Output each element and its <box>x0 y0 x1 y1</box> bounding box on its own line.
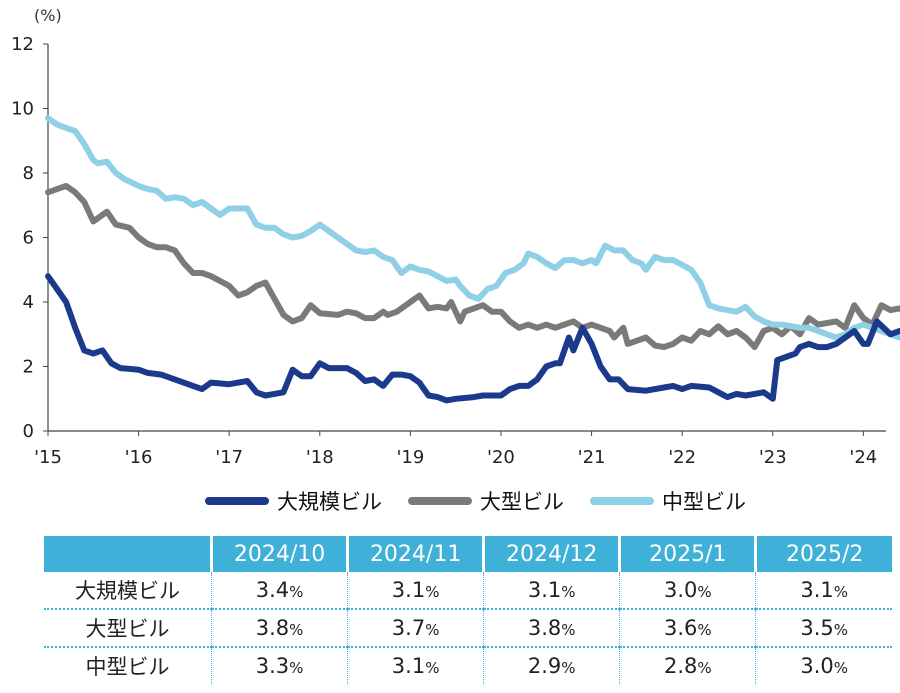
cell-value: 3.8 <box>255 616 290 640</box>
cell-value: 3.1 <box>391 654 426 678</box>
cell-value: 3.3 <box>255 654 290 678</box>
cell-value: 3.0 <box>800 654 834 678</box>
legend-label-medium: 中型ビル <box>662 490 746 514</box>
legend-label-large-scale: 大規模ビル <box>277 490 382 514</box>
table-header-cell: 2024/10 <box>209 536 348 572</box>
legend-label-large: 大型ビル <box>480 490 564 514</box>
series-line-0 <box>45 273 900 404</box>
chart-series <box>45 115 900 404</box>
table-header-cell: 2024/11 <box>346 536 484 572</box>
y-tick-label: 12 <box>11 34 34 55</box>
cell-value: 3.4 <box>255 578 290 602</box>
cell-value: 2.8 <box>663 654 698 678</box>
cell-unit: % <box>561 583 576 601</box>
table-row-label: 大規模ビル <box>75 579 180 603</box>
cell-unit: % <box>561 621 576 639</box>
y-tick-label: 2 <box>23 357 34 378</box>
y-tick-label: 0 <box>23 421 34 442</box>
cell-unit: % <box>833 583 849 601</box>
cell-value: 3.8 <box>527 616 562 640</box>
cell-unit: % <box>697 583 712 601</box>
x-tick-label: '20 <box>487 447 515 468</box>
cell-value: 3.7 <box>391 616 426 640</box>
table-cell: 3.1% <box>483 572 620 609</box>
line-chart: (%) 0 2 4 6 8 10 12 '15 '16 '17 '18 '19 '20 '21 '22 '23… <box>11 6 900 468</box>
x-tick-label: '16 <box>125 447 153 468</box>
cell-unit: % <box>289 659 304 677</box>
cell-unit: % <box>561 659 576 677</box>
cell-value: 3.1 <box>527 578 562 602</box>
table-row: 大型ビル 3.8% 3.7% 3.8% 3.6% 3.5% <box>44 608 892 647</box>
table-cell: 3.5% <box>755 608 892 647</box>
x-tick-label: '18 <box>306 447 334 468</box>
y-tick-label: 4 <box>23 292 34 313</box>
cell-value: 2.9 <box>527 654 562 678</box>
legend-item-medium: 中型ビル <box>590 486 746 516</box>
vacancy-rate-table: 2024/10 2024/11 2024/12 2025/1 2025/2 大規… <box>44 536 892 684</box>
table-cell: 3.8% <box>210 608 348 647</box>
series-line-2 <box>45 115 900 341</box>
y-tick-label: 8 <box>23 163 34 184</box>
x-tick-label: '23 <box>759 447 787 468</box>
series-line-1 <box>45 182 900 351</box>
cell-unit: % <box>697 621 712 639</box>
cell-value: 3.5 <box>800 616 834 640</box>
table-cell: 3.1% <box>347 646 484 684</box>
legend-swatch-large-scale <box>205 497 269 505</box>
cell-unit: % <box>289 621 304 639</box>
table-header-cell: 2025/2 <box>754 536 892 572</box>
table-cell: 3.7% <box>347 608 484 647</box>
x-tick-label: '21 <box>578 447 606 468</box>
table-cell: 3.0% <box>619 572 756 609</box>
cell-unit: % <box>425 659 440 677</box>
table-header-row: 2024/10 2024/11 2024/12 2025/1 2025/2 <box>44 536 892 572</box>
y-unit-label: (%) <box>34 6 62 25</box>
table-cell: 3.6% <box>619 608 756 647</box>
legend-item-large-scale: 大規模ビル <box>205 486 382 516</box>
table-corner-cell <box>44 536 212 572</box>
table-cell: 3.1% <box>347 572 484 609</box>
x-tick-label: '24 <box>849 447 877 468</box>
table-cell: 3.0% <box>755 646 892 684</box>
cell-value: 3.0 <box>663 578 698 602</box>
table-row-label: 大型ビル <box>44 608 212 647</box>
table-header-cell: 2024/12 <box>482 536 620 572</box>
table-header-cell: 2025/1 <box>618 536 756 572</box>
table-cell: 3.3% <box>210 646 348 684</box>
x-tick-label: '17 <box>215 447 243 468</box>
legend-swatch-large <box>408 497 472 505</box>
table-cell: 2.9% <box>483 646 620 684</box>
legend-item-large: 大型ビル <box>408 486 564 516</box>
table-row: 大規模ビル 3.4% 3.1% 3.1% 3.0% 3.1% <box>44 572 892 609</box>
cell-value: 3.1 <box>391 578 426 602</box>
table-cell: 3.4% <box>210 572 348 609</box>
table-cell: 2.8% <box>619 646 756 684</box>
cell-value: 3.1 <box>800 578 834 602</box>
cell-value: 3.6 <box>663 616 698 640</box>
legend-swatch-medium <box>590 497 654 505</box>
cell-unit: % <box>833 621 849 639</box>
cell-unit: % <box>289 583 304 601</box>
table-cell: 3.8% <box>483 608 620 647</box>
y-tick-label: 10 <box>11 99 34 120</box>
table-row: 中型ビル 3.3% 3.1% 2.9% 2.8% 3.0% <box>44 646 892 684</box>
x-tick-label: '19 <box>396 447 424 468</box>
chart-legend: 大規模ビル 大型ビル 中型ビル <box>205 486 746 516</box>
cell-unit: % <box>425 583 440 601</box>
cell-unit: % <box>833 659 849 677</box>
table-cell: 3.1% <box>755 572 892 609</box>
x-tick-label: '15 <box>34 447 62 468</box>
y-tick-label: 6 <box>23 228 34 249</box>
table-row-label: 中型ビル <box>44 646 212 684</box>
chart-axes: 0 2 4 6 8 10 12 '15 '16 '17 '18 '19 '20 '21 '22 '23 '24 <box>11 34 886 468</box>
cell-unit: % <box>425 621 440 639</box>
x-tick-label: '22 <box>668 447 696 468</box>
cell-unit: % <box>697 659 712 677</box>
